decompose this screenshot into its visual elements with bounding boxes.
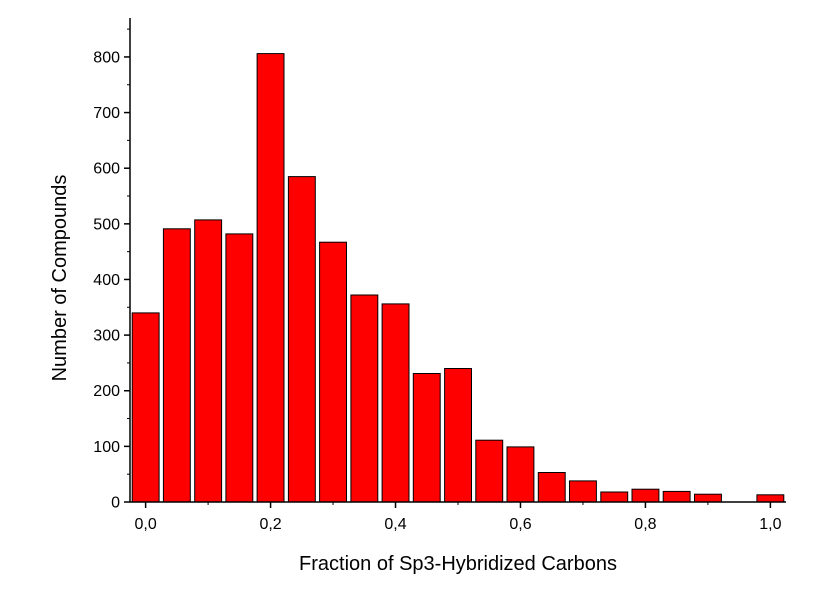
y-tick-label: 700	[93, 105, 120, 122]
histogram-bar	[412, 373, 441, 503]
histogram-bar	[662, 490, 691, 503]
y-tick-label: 0	[111, 495, 120, 512]
bars-group	[131, 53, 785, 503]
histogram-bar	[131, 312, 160, 503]
histogram-bar	[506, 446, 535, 503]
x-tick-label: 0,6	[509, 516, 531, 533]
y-tick-label: 500	[93, 216, 120, 233]
histogram-bar	[475, 439, 504, 503]
y-tick-label: 400	[93, 272, 120, 289]
histogram-bar	[631, 488, 660, 503]
y-tick-label: 800	[93, 49, 120, 66]
x-tick-label: 0,0	[134, 516, 156, 533]
histogram-bar	[569, 480, 597, 503]
histogram-bar	[162, 228, 191, 503]
y-tick-label: 300	[93, 328, 120, 345]
histogram-bar	[381, 303, 410, 503]
y-tick-label: 100	[93, 439, 120, 456]
histogram-bar	[756, 494, 785, 503]
x-tick-label: 1,0	[759, 516, 781, 533]
histogram-bar	[225, 233, 254, 503]
histogram-bar	[194, 219, 223, 503]
histogram-bar	[537, 472, 566, 503]
histogram-bar	[319, 241, 348, 503]
histogram-bar	[444, 368, 473, 503]
x-tick-label: 0,2	[259, 516, 281, 533]
x-tick-label: 0,4	[384, 516, 406, 533]
y-tick-label: 600	[93, 161, 120, 178]
histogram-bar	[256, 53, 285, 503]
y-ticks-group: 0 100 200 300 400 500 600 700 800	[93, 28, 130, 512]
y-axis-title: Number of Compounds	[49, 175, 71, 382]
x-tick-label: 0,8	[634, 516, 656, 533]
y-tick-label: 200	[93, 383, 120, 400]
histogram-bar	[350, 294, 379, 503]
histogram-bar	[694, 493, 722, 503]
x-axis-title: Fraction of Sp3-Hybridized Carbons	[299, 553, 617, 575]
histogram-bar	[600, 491, 629, 503]
histogram-bar	[287, 176, 316, 503]
x-ticks-group: 0,0 0,2 0,4 0,6 0,8 1,0	[134, 502, 782, 533]
